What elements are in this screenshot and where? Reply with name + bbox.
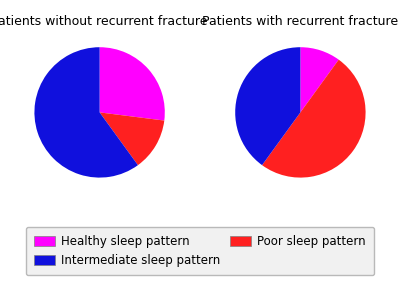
Wedge shape: [100, 112, 164, 165]
Legend: Healthy sleep pattern, Intermediate sleep pattern, Poor sleep pattern: Healthy sleep pattern, Intermediate slee…: [26, 227, 374, 275]
Title: Patients without recurrent fracture: Patients without recurrent fracture: [0, 15, 208, 28]
Title: Patients with recurrent fracture: Patients with recurrent fracture: [202, 15, 398, 28]
Wedge shape: [262, 60, 366, 178]
Wedge shape: [235, 47, 300, 165]
Wedge shape: [34, 47, 138, 178]
Wedge shape: [100, 47, 165, 121]
Wedge shape: [300, 47, 339, 112]
